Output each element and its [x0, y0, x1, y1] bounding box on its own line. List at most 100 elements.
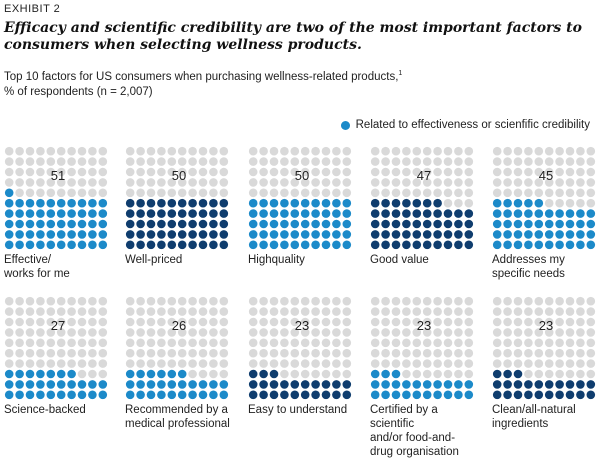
filled-dot: [381, 198, 390, 208]
filled-dot: [15, 380, 24, 389]
filled-dot: [269, 230, 279, 239]
empty-dot: [332, 307, 341, 316]
category-label: Certified by a scientific and/or food-an…: [370, 404, 459, 458]
empty-dot: [391, 328, 401, 337]
filled-dot: [370, 198, 380, 208]
filled-dot: [443, 380, 453, 389]
empty-dot: [290, 307, 300, 316]
empty-dot: [576, 167, 585, 177]
empty-dot: [157, 157, 166, 166]
empty-dot: [586, 146, 596, 156]
category-label: Recommended by a medical professional: [125, 404, 230, 430]
filled-dot: [77, 219, 87, 229]
waffle-dots: 50: [248, 146, 352, 250]
filled-dot: [157, 219, 166, 229]
filled-dot: [412, 390, 422, 400]
filled-dot: [188, 230, 197, 239]
filled-dot: [311, 390, 320, 400]
empty-dot: [209, 359, 218, 368]
empty-dot: [454, 328, 463, 337]
filled-dot: [177, 390, 187, 400]
waffle-panel: 23 Easy to understand: [248, 296, 352, 416]
filled-dot: [412, 209, 422, 218]
empty-dot: [492, 167, 502, 177]
empty-dot: [219, 348, 229, 358]
filled-dot: [25, 198, 35, 208]
empty-dot: [219, 178, 229, 187]
filled-dot: [454, 240, 463, 250]
empty-dot: [492, 317, 502, 327]
filled-dot: [513, 219, 523, 229]
empty-dot: [534, 369, 544, 379]
filled-dot: [576, 390, 585, 400]
filled-dot: [88, 209, 97, 218]
empty-dot: [88, 328, 97, 337]
empty-dot: [125, 188, 135, 198]
filled-dot: [332, 209, 341, 218]
empty-dot: [177, 307, 187, 316]
empty-dot: [98, 296, 108, 306]
filled-dot: [503, 240, 512, 250]
empty-dot: [412, 348, 422, 358]
empty-dot: [56, 178, 66, 187]
empty-dot: [576, 178, 585, 187]
empty-dot: [513, 338, 523, 348]
empty-dot: [524, 188, 533, 198]
filled-dot: [4, 240, 14, 250]
empty-dot: [492, 296, 502, 306]
filled-dot: [565, 230, 575, 239]
empty-dot: [370, 188, 380, 198]
filled-dot: [454, 380, 463, 389]
empty-dot: [46, 317, 56, 327]
empty-dot: [342, 369, 352, 379]
chart-title: Efficacy and scientific credibility are …: [4, 20, 582, 53]
empty-dot: [513, 307, 523, 316]
filled-dot: [259, 230, 268, 239]
empty-dot: [15, 157, 24, 166]
filled-dot: [544, 230, 554, 239]
filled-dot: [219, 390, 229, 400]
filled-dot: [342, 230, 352, 239]
filled-dot: [25, 240, 35, 250]
empty-dot: [402, 296, 411, 306]
empty-dot: [391, 167, 401, 177]
empty-dot: [98, 157, 108, 166]
empty-dot: [67, 317, 76, 327]
empty-dot: [342, 146, 352, 156]
empty-dot: [177, 317, 187, 327]
empty-dot: [188, 178, 197, 187]
empty-dot: [98, 338, 108, 348]
empty-dot: [269, 328, 279, 337]
filled-dot: [46, 219, 56, 229]
empty-dot: [433, 188, 442, 198]
filled-dot: [321, 240, 331, 250]
filled-dot: [25, 390, 35, 400]
empty-dot: [269, 188, 279, 198]
category-label: Clean/all-natural ingredients: [492, 404, 576, 430]
empty-dot: [412, 146, 422, 156]
empty-dot: [290, 369, 300, 379]
filled-dot: [576, 219, 585, 229]
filled-dot: [209, 380, 218, 389]
filled-dot: [381, 240, 390, 250]
empty-dot: [125, 167, 135, 177]
empty-dot: [77, 328, 87, 337]
filled-dot: [269, 219, 279, 229]
filled-dot: [4, 230, 14, 239]
empty-dot: [248, 359, 258, 368]
empty-dot: [402, 157, 411, 166]
empty-dot: [177, 167, 187, 177]
empty-dot: [25, 157, 35, 166]
filled-dot: [586, 219, 596, 229]
filled-dot: [4, 380, 14, 389]
empty-dot: [513, 359, 523, 368]
empty-dot: [433, 157, 442, 166]
filled-dot: [125, 230, 135, 239]
filled-dot: [25, 230, 35, 239]
filled-dot: [146, 198, 156, 208]
filled-dot: [565, 240, 575, 250]
empty-dot: [280, 188, 289, 198]
empty-dot: [125, 296, 135, 306]
empty-dot: [167, 146, 177, 156]
empty-dot: [454, 146, 463, 156]
